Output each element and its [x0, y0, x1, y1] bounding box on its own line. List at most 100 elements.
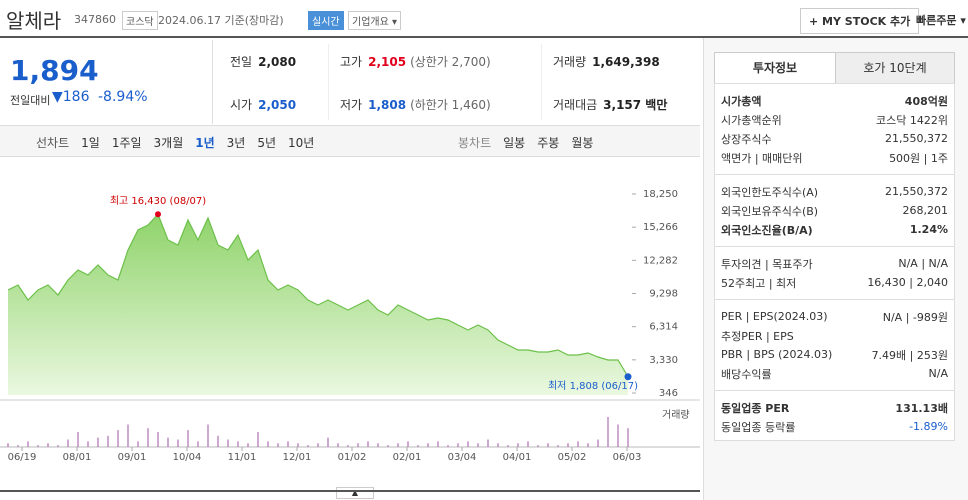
price-cell: 거래대금 3,157 백만	[553, 96, 667, 113]
candle-tabs: 봉차트 일봉 주봉 월봉	[458, 134, 605, 151]
period-tab[interactable]: 1일	[81, 136, 100, 150]
volume-bar	[47, 443, 49, 447]
volume-bar	[587, 443, 589, 447]
candle-tab[interactable]: 주봉	[537, 136, 560, 150]
info-label: 52주최고 | 최저	[721, 276, 797, 290]
quick-order[interactable]: 빠른주문 ▾	[916, 14, 966, 27]
volume-bar	[417, 445, 419, 447]
period-tab[interactable]: 1주일	[111, 136, 142, 150]
period-tab[interactable]: 5년	[257, 136, 277, 150]
info-value: 21,550,372	[885, 185, 948, 198]
change: ▼186	[52, 89, 90, 105]
volume-bar	[317, 443, 319, 447]
info-tab[interactable]: 투자정보	[714, 52, 836, 83]
current-price: 1,894	[10, 54, 99, 87]
divider	[0, 36, 968, 38]
info-value: 21,550,372	[885, 132, 948, 145]
info-row: 외국인한도주식수(A) 21,550,372	[721, 182, 948, 201]
info-row: 동일업종 등락률 -1.89%	[721, 417, 948, 436]
period-tab[interactable]: 3년	[226, 136, 246, 150]
info-section: 외국인한도주식수(A) 21,550,372 외국인보유주식수(B) 268,201 외…	[715, 174, 954, 246]
y-tick-label: 12,282	[643, 255, 678, 266]
y-tick-label: 9,298	[649, 289, 678, 300]
info-value: 16,430 | 2,040	[867, 276, 948, 289]
volume-bar	[577, 441, 579, 447]
y-tick-label: 18,250	[643, 189, 678, 200]
cell-value: 2,105	[368, 55, 407, 69]
tab-label: 선차트	[36, 136, 70, 150]
info-row: 외국인보유주식수(B) 268,201	[721, 201, 948, 220]
cell-value: 1,649,398	[592, 55, 660, 69]
info-value: -1.89%	[909, 420, 948, 433]
candle-tab[interactable]: 일봉	[503, 136, 526, 150]
volume-bar	[197, 441, 199, 447]
x-tick-label: 05/02	[558, 452, 587, 463]
divider	[328, 44, 329, 120]
cell-label: 고가	[340, 55, 363, 69]
market-badge: 코스닥	[122, 11, 158, 30]
volume-bar	[447, 445, 449, 447]
volume-bar	[377, 443, 379, 447]
period-tab[interactable]: 3개월	[153, 136, 184, 150]
info-row: 배당수익률 N/A	[721, 364, 948, 383]
info-value: N/A | -989원	[882, 310, 948, 324]
cell-label: 시가	[230, 98, 253, 112]
mystock-button[interactable]: + MY STOCK 추가	[800, 8, 920, 34]
info-row: 시가총액 408억원	[721, 91, 948, 110]
y-tick-label: 15,266	[643, 222, 678, 233]
info-row: 상장주식수 21,550,372	[721, 129, 948, 148]
info-label: 시가총액	[721, 94, 762, 108]
x-tick-label: 11/01	[228, 452, 257, 463]
cell-value: 2,050	[258, 98, 297, 112]
x-tick-label: 01/02	[338, 452, 367, 463]
realtime-badge[interactable]: 실시간	[308, 11, 344, 30]
volume-bar	[267, 441, 269, 447]
period-tab[interactable]: 10년	[288, 136, 315, 150]
overview-text: 기업개요	[352, 17, 389, 28]
volume-bar	[487, 439, 489, 447]
volume-bar	[87, 441, 89, 447]
x-tick-label: 02/01	[393, 452, 422, 463]
info-row: 52주최고 | 최저 16,430 | 2,040	[721, 273, 948, 292]
collapse-button[interactable]: ▲	[336, 487, 374, 499]
rate: -8.94%	[98, 89, 148, 105]
x-tick-label: 08/01	[63, 452, 92, 463]
volume-bar	[537, 445, 539, 447]
volume-bar	[327, 437, 329, 447]
info-row: 동일업종 PER 131.13배	[721, 398, 948, 417]
volume-bar	[107, 435, 109, 447]
info-row: 투자의견 | 목표주가 N/A | N/A	[721, 254, 948, 273]
info-value: 코스닥 1422위	[876, 113, 948, 127]
volume-bar	[367, 441, 369, 447]
info-label: PER | EPS(2024.03)	[721, 310, 828, 323]
volume-bar	[497, 443, 499, 447]
cell-label: 거래대금	[553, 98, 598, 112]
volume-bar	[127, 424, 129, 447]
divider	[212, 40, 213, 124]
y-tick-label: 346	[659, 388, 678, 399]
candle-tab[interactable]: 월봉	[571, 136, 594, 150]
price-area	[8, 214, 628, 395]
quote-tab[interactable]: 호가 10단계	[835, 52, 955, 84]
info-value: 131.13배	[895, 401, 948, 415]
info-label: 외국인한도주식수(A)	[721, 185, 819, 199]
volume-bar	[337, 443, 339, 447]
overview-button[interactable]: 기업개요 ▾	[348, 11, 402, 30]
volume-bar	[97, 437, 99, 447]
divider	[541, 44, 542, 120]
info-value: N/A | N/A	[898, 257, 948, 270]
volume-bar	[347, 445, 349, 447]
info-label: 동일업종 PER	[721, 401, 790, 415]
period-tab[interactable]: 1년	[195, 136, 215, 150]
volume-bar	[547, 443, 549, 447]
low-dot	[624, 373, 632, 381]
divider	[0, 490, 700, 492]
info-list: 시가총액 408억원 시가총액순위 코스닥 1422위 상장주식수 21,550,372 액…	[714, 83, 955, 441]
volume-bar	[437, 441, 439, 447]
change-label: 전일대비	[10, 94, 51, 107]
volume-bar	[27, 441, 29, 447]
volume-bar	[567, 443, 569, 447]
y-tick-label: 3,330	[649, 355, 678, 366]
